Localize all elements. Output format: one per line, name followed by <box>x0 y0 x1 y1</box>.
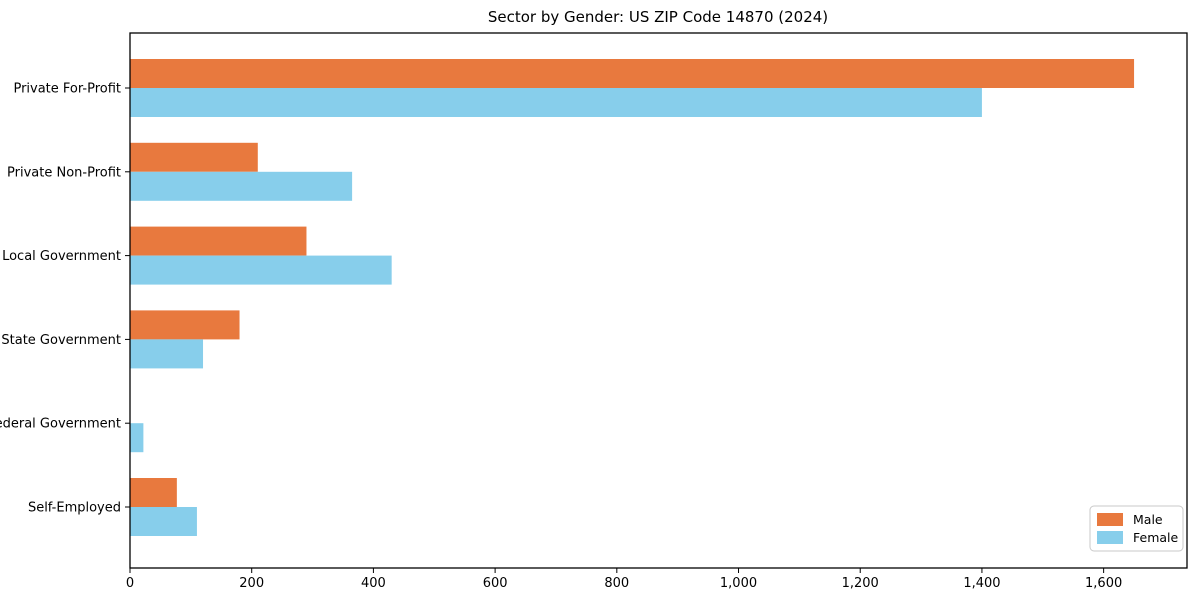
bar-female-private-for-profit <box>130 88 982 117</box>
y-tick-label: Self-Employed <box>28 501 121 516</box>
bar-female-local-government <box>130 255 392 285</box>
legend-label-female: Female <box>1133 530 1179 545</box>
x-tick-label: 200 <box>239 576 264 591</box>
bars-layer <box>130 59 1135 536</box>
bar-female-private-non-profit <box>130 171 353 201</box>
y-tick-label: Federal Government <box>0 417 121 432</box>
x-tick-label: 1,000 <box>720 576 757 591</box>
legend: Male Female <box>1089 505 1184 552</box>
y-tick-label: Private For-Profit <box>13 82 121 97</box>
bar-male-local-government <box>130 226 307 256</box>
bar-male-private-for-profit <box>130 59 1135 88</box>
bar-female-state-government <box>130 339 204 369</box>
legend-swatch-male <box>1097 513 1123 526</box>
x-tick-label: 1,600 <box>1085 576 1122 591</box>
y-tick-label: Private Non-Profit <box>7 165 121 180</box>
x-tick-label: 1,200 <box>842 576 879 591</box>
y-tick-label: Local Government <box>2 249 121 264</box>
y-tick-label: State Government <box>1 333 121 348</box>
x-tick-label: 0 <box>126 576 134 591</box>
axis-layer: 0 200 400 600 800 1,000 1,200 1,400 1,600 Private… <box>0 82 1122 592</box>
x-tick-label: 400 <box>361 576 386 591</box>
bar-female-federal-government <box>130 423 144 453</box>
chart-title: Sector by Gender: US ZIP Code 14870 (202… <box>488 8 828 26</box>
x-tick-label: 600 <box>483 576 508 591</box>
x-tick-label: 1,400 <box>963 576 1000 591</box>
legend-swatch-female <box>1097 531 1123 544</box>
legend-label-male: Male <box>1133 512 1163 527</box>
x-tick-label: 800 <box>604 576 629 591</box>
bar-male-private-non-profit <box>130 142 258 172</box>
bar-female-self-employed <box>130 507 197 536</box>
bar-male-state-government <box>130 310 240 340</box>
bar-male-self-employed <box>130 478 177 507</box>
plot-border <box>129 32 1188 569</box>
